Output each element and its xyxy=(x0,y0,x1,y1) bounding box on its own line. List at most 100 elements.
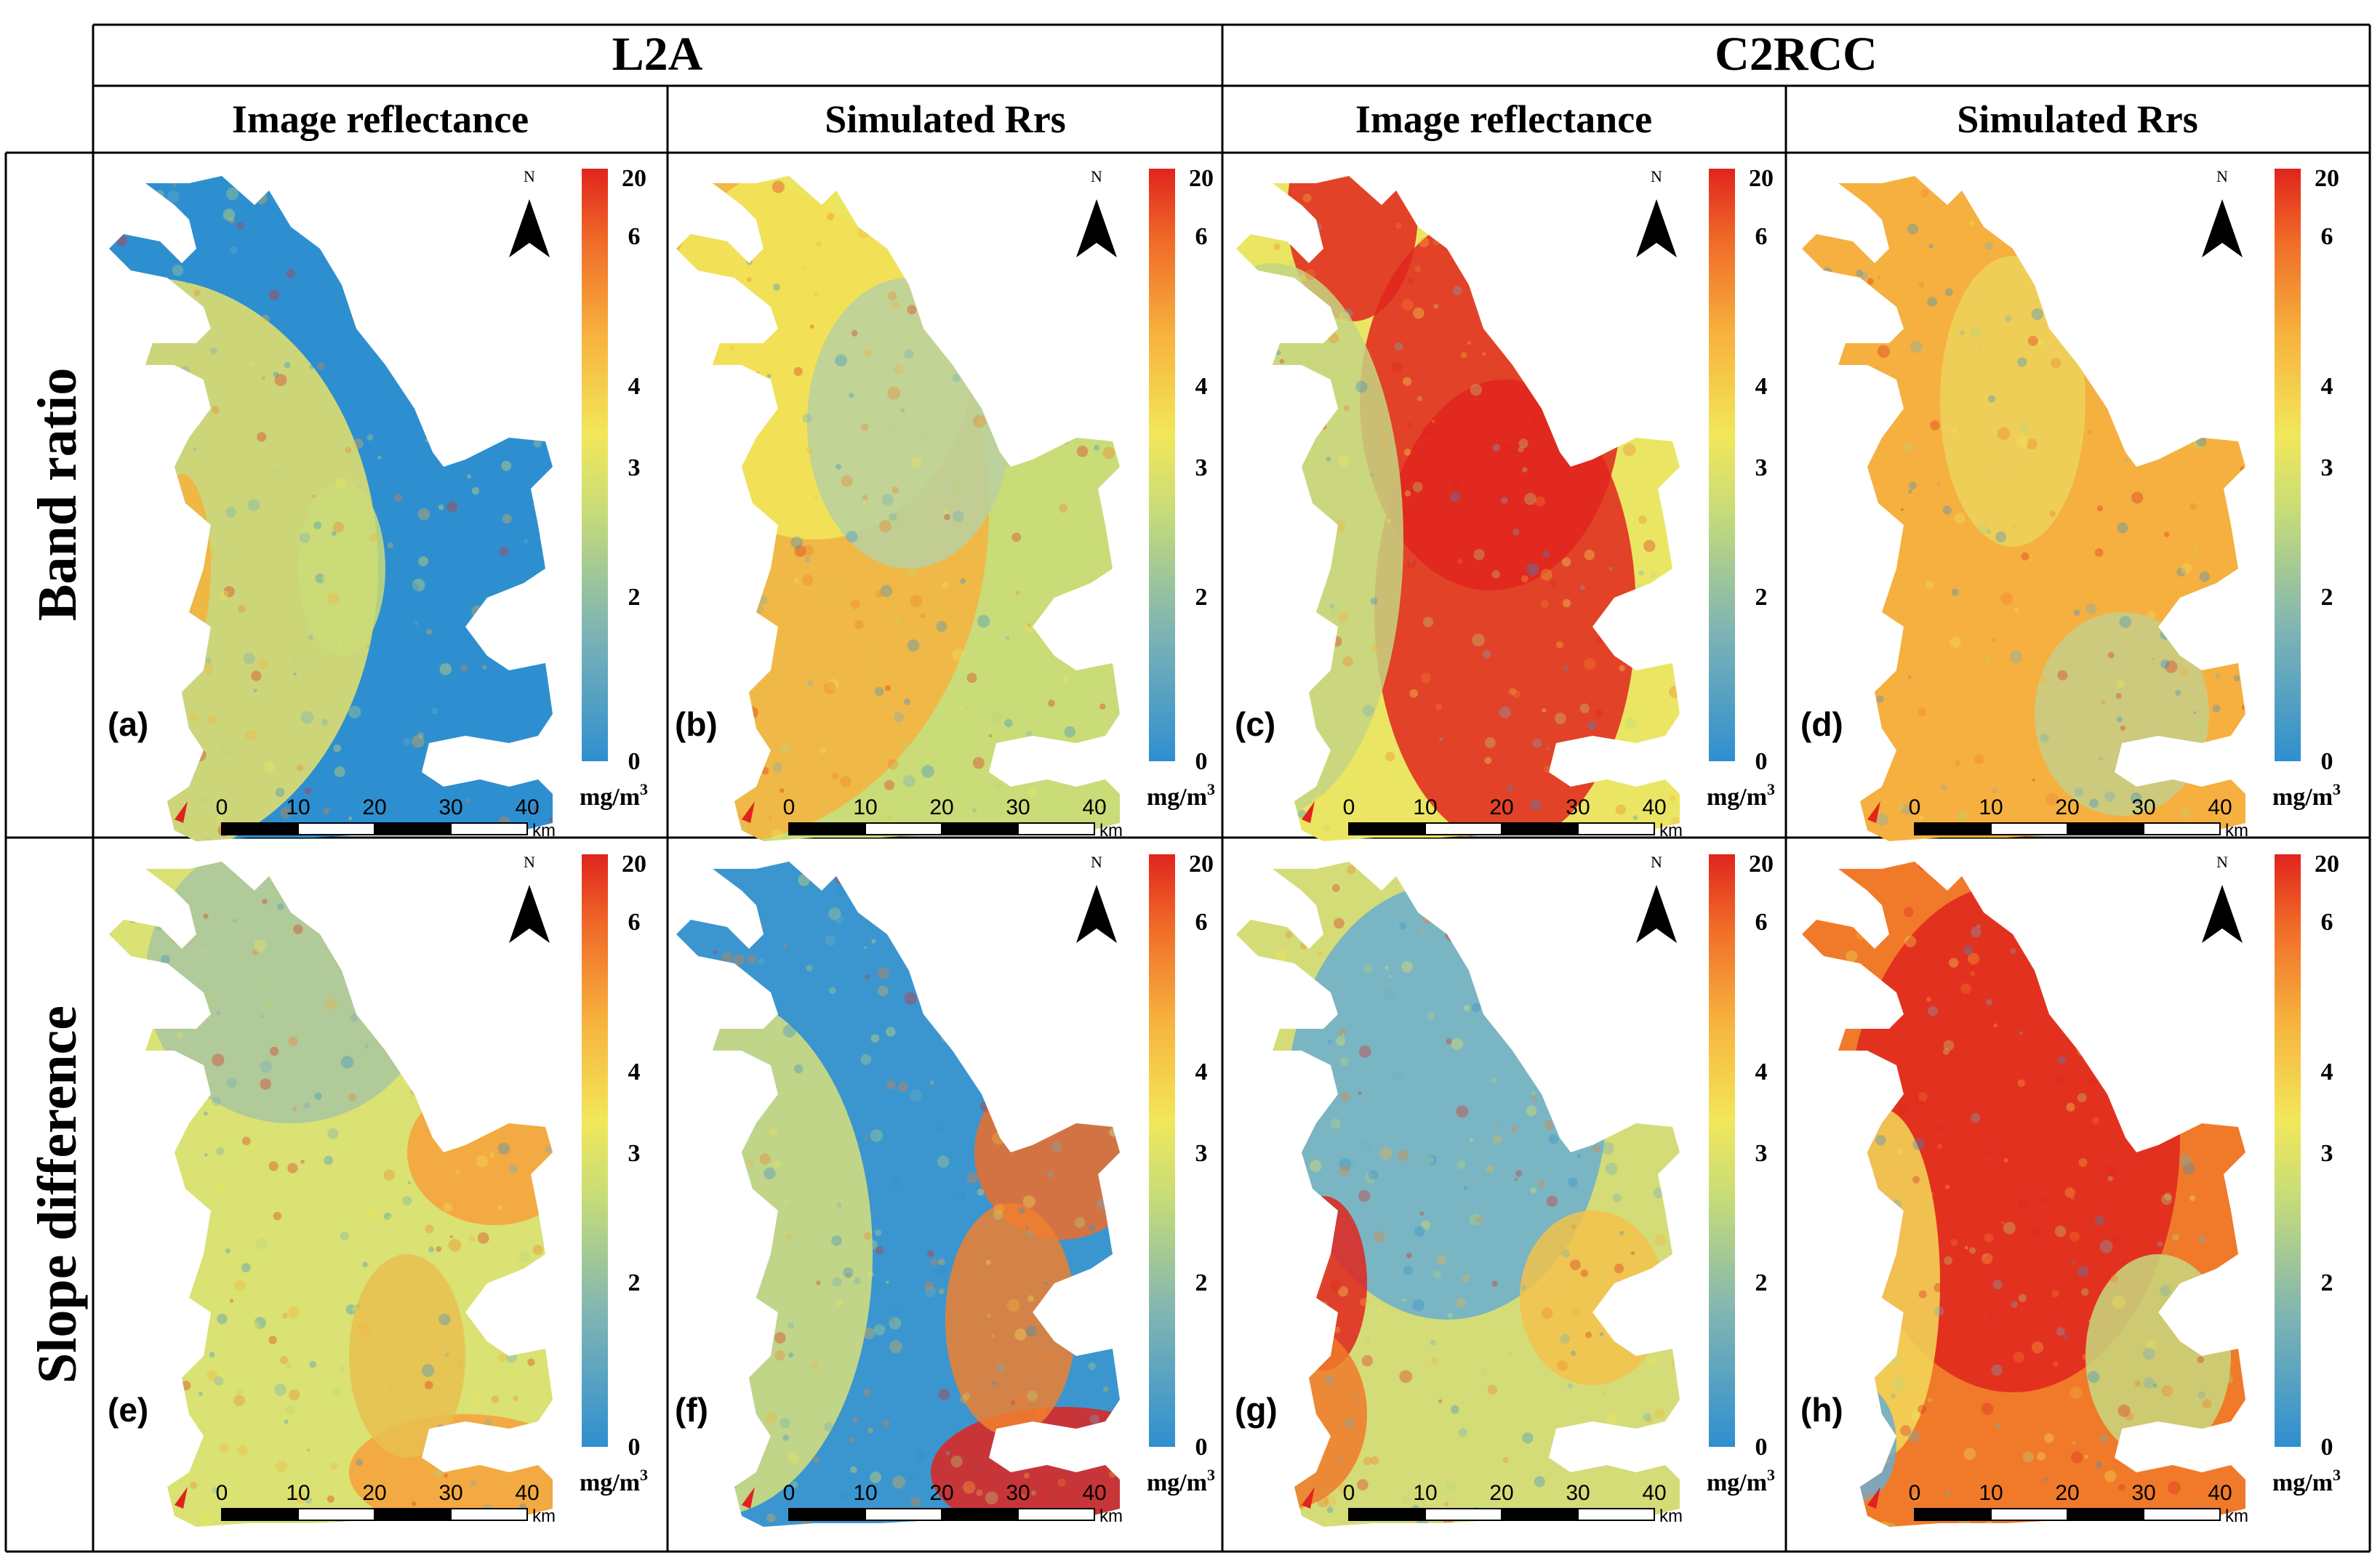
north-arrow-icon: N xyxy=(1636,167,1677,257)
colorbar-tick: 3 xyxy=(1195,1140,1208,1167)
colorbar-tick: 2 xyxy=(2321,584,2333,611)
colorbar-tick: 20 xyxy=(2315,851,2339,878)
colorbar-tick: 3 xyxy=(1195,454,1208,481)
scale-tick: 0 xyxy=(216,795,228,819)
colorbar-tick: 20 xyxy=(1189,851,1214,878)
scale-tick: 20 xyxy=(2055,795,2079,819)
lake-fill xyxy=(676,176,1120,841)
scale-tick: 40 xyxy=(515,1481,539,1505)
scale-tick: 0 xyxy=(1343,795,1355,819)
scale-tick: 20 xyxy=(362,1481,386,1505)
north-letter: N xyxy=(524,167,535,185)
colorbar-tick: 2 xyxy=(628,1269,641,1296)
scale-tick: 20 xyxy=(362,795,386,819)
north-letter: N xyxy=(1091,853,1102,871)
river-mouth xyxy=(1302,1487,1315,1509)
colorbar-tick: 6 xyxy=(1755,223,1768,250)
scale-tick: 30 xyxy=(1566,795,1590,819)
scale-unit: km xyxy=(2225,1506,2248,1526)
colorbar-unit: mg/m3 xyxy=(1707,780,1775,811)
colorbar-tick: 4 xyxy=(1755,1059,1768,1086)
group-header-l2a: L2A xyxy=(612,28,703,81)
scale-tick: 40 xyxy=(1082,795,1106,819)
row-label-slope-difference: Slope difference xyxy=(27,1006,88,1384)
colorbar-unit: mg/m3 xyxy=(2272,1466,2341,1496)
colorbar-unit: mg/m3 xyxy=(2272,780,2341,811)
panel-label: (e) xyxy=(108,1391,148,1429)
colorbar-tick: 0 xyxy=(1755,1434,1768,1461)
north-arrow-icon: N xyxy=(509,167,550,257)
colorbar-tick: 4 xyxy=(1755,373,1768,400)
colorbar-tick: 20 xyxy=(2315,165,2339,192)
colorbar-tick: 2 xyxy=(1755,1269,1768,1296)
scale-tick: 30 xyxy=(2131,795,2155,819)
lake-fill xyxy=(1802,862,2245,1527)
colorbar-tick: 2 xyxy=(1195,584,1208,611)
colorbar-tick: 4 xyxy=(2321,373,2333,400)
scale-tick: 40 xyxy=(2208,795,2232,819)
colorbar-tick: 20 xyxy=(622,165,646,192)
colorbar-unit: mg/m3 xyxy=(1707,1466,1775,1496)
colorbar-tick: 3 xyxy=(1755,454,1768,481)
panel-label: (f) xyxy=(675,1391,708,1429)
colorbar-unit: mg/m3 xyxy=(580,1466,648,1496)
scale-tick: 30 xyxy=(438,1481,462,1505)
colorbar-tick: 3 xyxy=(2321,454,2333,481)
scale-tick: 0 xyxy=(1909,1481,1921,1505)
group-header-c2rcc: C2RCC xyxy=(1715,28,1878,81)
lake-fill xyxy=(1236,862,1680,1527)
scale-tick: 0 xyxy=(1909,795,1921,819)
scale-tick: 20 xyxy=(929,795,953,819)
lake-fill xyxy=(676,862,1120,1527)
scale-tick: 20 xyxy=(2055,1481,2079,1505)
colorbar-tick: 6 xyxy=(1195,909,1208,936)
scale-unit: km xyxy=(532,1506,556,1526)
colorbar-tick: 2 xyxy=(628,584,641,611)
colorbar-tick: 2 xyxy=(1195,1269,1208,1296)
row-label-band-ratio: Band ratio xyxy=(27,368,88,621)
north-arrow-icon: N xyxy=(1076,167,1117,257)
colorbar-tick: 0 xyxy=(1195,1434,1208,1461)
panel-label: (b) xyxy=(675,705,718,743)
river-mouth xyxy=(1302,801,1315,823)
scale-tick: 30 xyxy=(1006,1481,1030,1505)
scale-tick: 10 xyxy=(1979,795,2003,819)
colorbar-tick: 3 xyxy=(628,454,641,481)
scale-unit: km xyxy=(1659,1506,1683,1526)
colorbar-tick: 0 xyxy=(1195,748,1208,775)
colorbar-tick: 3 xyxy=(2321,1140,2333,1167)
scale-tick: 10 xyxy=(853,795,877,819)
subheader-c2rcc-image: Image reflectance xyxy=(1355,97,1652,141)
colorbar-tick: 6 xyxy=(2321,909,2333,936)
subheader-l2a-simulated: Simulated Rrs xyxy=(825,97,1066,141)
north-arrow-icon: N xyxy=(2202,853,2243,943)
scale-tick: 40 xyxy=(2208,1481,2232,1505)
colorbar-tick: 20 xyxy=(1189,165,1214,192)
subheader-l2a-image: Image reflectance xyxy=(232,97,529,141)
lake-fill xyxy=(109,862,553,1527)
scale-tick: 40 xyxy=(1082,1481,1106,1505)
colorbar-unit: mg/m3 xyxy=(580,780,648,811)
north-letter: N xyxy=(1651,167,1662,185)
panel-label: (d) xyxy=(1800,705,1843,743)
colorbar-unit: mg/m3 xyxy=(1147,780,1215,811)
colorbar-tick: 4 xyxy=(1195,373,1208,400)
north-letter: N xyxy=(524,853,535,871)
river-mouth xyxy=(1867,801,1880,823)
colorbar-tick: 0 xyxy=(2321,1434,2333,1461)
scale-tick: 40 xyxy=(1642,1481,1666,1505)
colorbar-tick: 2 xyxy=(2321,1269,2333,1296)
